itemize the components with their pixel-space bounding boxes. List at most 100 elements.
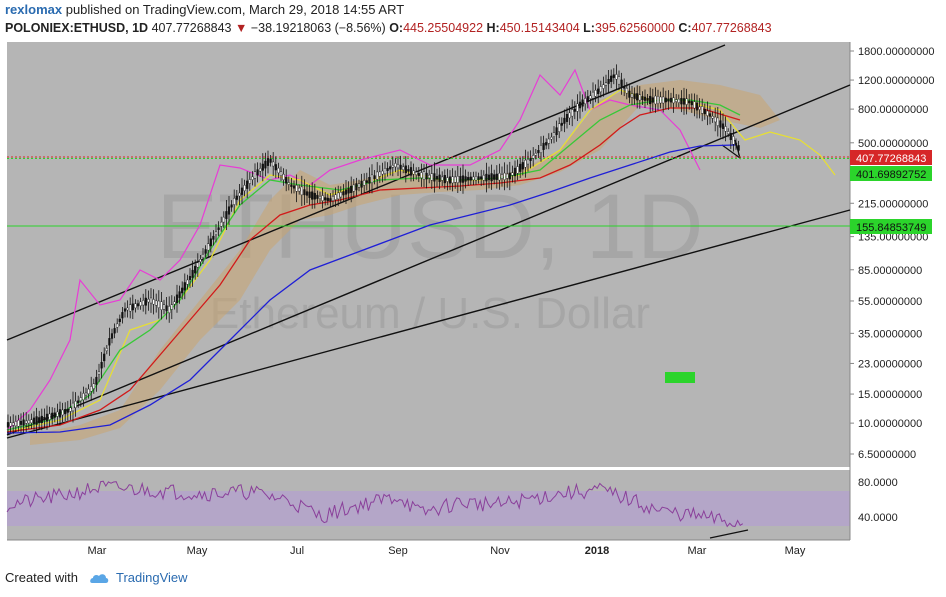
candle-body [331,196,335,201]
candle-body [643,96,647,101]
candle-body [656,96,660,104]
high-value: 450.15143404 [499,21,580,35]
candle-body [623,86,626,89]
candle-body [659,96,662,104]
candle-body [300,186,303,196]
candle-body [456,176,459,183]
candle-body [126,307,129,311]
candle-body [56,411,59,417]
candle-body [563,117,566,124]
candle-body [295,185,298,192]
candle-body [404,165,407,174]
candle-body [506,173,509,179]
candle-body [407,169,410,172]
candle-body [727,131,730,135]
candle-body [513,167,517,177]
publish-line: rexlomax published on TradingView.com, M… [5,2,404,17]
candle-body [490,173,493,182]
candle-body [630,93,634,98]
candle-body [664,97,667,103]
candle-body [30,419,33,424]
candle-body [719,120,722,128]
candle-body [207,243,210,251]
candle-body [173,301,176,305]
price-axis-tick: 6.50000000 [858,449,916,461]
candle-body [199,259,202,263]
candle-body [103,353,106,362]
candle-body [64,409,67,415]
candle-body [378,171,381,177]
author-link[interactable]: rexlomax [5,2,63,17]
candle-body [285,177,288,184]
candle-body [214,231,218,235]
candle-body [612,74,615,78]
candle-body [48,413,51,420]
candle-body [235,195,238,200]
candle-body [576,103,579,112]
candle-body [40,415,43,423]
candle-body [688,100,691,104]
candle-body [113,328,116,334]
candle-body [196,262,199,268]
candle-body [724,126,727,132]
symbol-name: POLONIEX:ETHUSD, 1D [5,21,149,35]
candle-body [123,308,127,312]
candle-body [342,191,345,196]
candle-body [139,301,142,306]
candle-body [61,409,64,416]
sma-200-line [6,144,736,434]
candle-body [469,176,472,181]
candle-body [459,176,462,183]
candle-body [303,189,306,196]
candle-body [734,142,738,146]
candle-body [6,422,10,428]
candle-body [690,101,693,106]
candle-body [454,176,457,183]
low-value: 395.62560000 [594,21,675,35]
candle-body [422,171,426,180]
candle-body [311,191,314,200]
candle-body [425,172,428,180]
candle-body [308,191,311,198]
price-axis-tick: 35.00000000 [858,328,922,340]
candle-body [110,333,114,339]
candle-body [591,91,595,99]
candle-body [217,227,220,230]
candle-body [493,174,496,180]
candle-body [118,318,121,323]
candle-body [97,371,101,375]
candle-body [363,180,366,186]
candle-body [186,279,189,285]
published-text: published on TradingView.com, March 29, … [65,2,405,17]
price-axis[interactable]: 1800.00000000 1200.00000000 800.00000000 50… [850,46,934,461]
price-axis-tick: 500.00000000 [858,138,928,150]
candle-body [529,157,532,161]
open-label: O: [389,21,404,35]
time-axis[interactable]: Mar May Jul Sep Nov 2018 Mar May [88,545,806,557]
candle-body [165,305,168,312]
candle-body [433,173,436,182]
candle-body [261,163,264,171]
candle-body [654,95,657,105]
candle-body [706,110,709,116]
sma-red-line [6,107,741,433]
marker-box[interactable] [665,372,695,383]
candle-body [581,99,584,107]
candle-body [77,400,80,404]
candle-body [373,175,376,180]
candle-body [617,76,621,85]
candle-body [324,197,327,201]
candle-body [43,417,46,420]
candle-body [188,276,192,280]
candle-body [238,192,241,197]
candle-body [58,409,62,418]
tradingview-link[interactable]: TradingView [115,570,188,585]
rsi-trend-line [709,529,749,539]
candle-body [90,386,93,392]
candle-body [620,79,623,88]
candle-body [292,185,296,189]
candle-body [129,304,132,312]
candle-body [160,301,163,310]
rsi-line [6,480,744,528]
